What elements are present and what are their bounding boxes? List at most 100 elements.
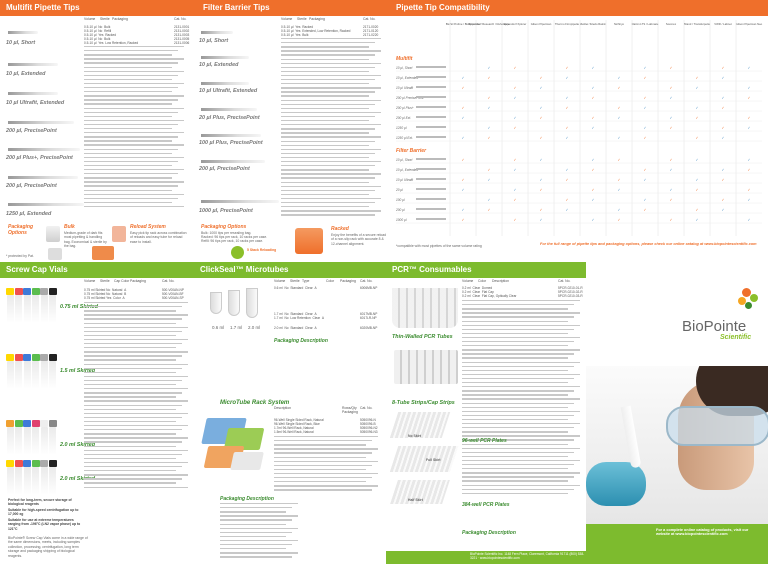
text-line bbox=[84, 461, 188, 464]
col-cat: Cat. No. bbox=[363, 17, 376, 21]
text-line bbox=[462, 418, 568, 421]
cell-sterile: No bbox=[106, 292, 111, 296]
col-cat: Cat. No. bbox=[558, 279, 571, 283]
col-cap-color: Cap Color bbox=[114, 279, 130, 283]
group-label: 200 µl Plus+, PrecisePoint bbox=[6, 155, 73, 161]
filter-barrier-label: Filter Barrier bbox=[396, 148, 427, 154]
brand-panel: BioPointe Scientific For a complete onli… bbox=[586, 262, 768, 564]
rack-image bbox=[201, 412, 266, 474]
text-line bbox=[84, 420, 176, 423]
text-line bbox=[462, 484, 580, 486]
check-icon: ✓ bbox=[643, 198, 646, 202]
pcr-strip-image bbox=[394, 350, 458, 384]
text-line bbox=[281, 120, 369, 122]
check-icon: ✓ bbox=[669, 188, 672, 192]
text-line bbox=[220, 527, 298, 529]
vial-body bbox=[49, 427, 56, 455]
vial-body bbox=[6, 467, 14, 495]
check-icon: ✓ bbox=[487, 168, 490, 172]
vial-cap bbox=[23, 354, 31, 361]
check-icon: ✓ bbox=[669, 218, 672, 222]
text-line bbox=[84, 425, 188, 427]
tip-image bbox=[201, 31, 233, 34]
text-line bbox=[462, 324, 580, 326]
pcr-group-label: Thin-Walled PCR Tubes bbox=[392, 334, 453, 340]
brand-header: VWR / Labnet bbox=[714, 22, 732, 26]
check-icon: ✓ bbox=[617, 106, 620, 110]
check-icon: ✓ bbox=[591, 96, 594, 100]
text-line bbox=[84, 351, 188, 353]
text-line bbox=[281, 111, 381, 114]
text-line bbox=[220, 515, 298, 517]
text-line bbox=[84, 322, 176, 324]
text-line bbox=[84, 66, 172, 68]
group-label: 1000 µl, PrecisePoint bbox=[199, 208, 253, 214]
check-icon: ✓ bbox=[487, 76, 490, 80]
check-icon: ✓ bbox=[565, 198, 568, 202]
table-row: 0.5-10 µl Yes Bulk bbox=[281, 33, 308, 37]
pack-desc-title-2: Packaging Description bbox=[220, 496, 274, 502]
cell-desc: Flat Cap, Optically Clear bbox=[481, 294, 517, 298]
compat-note: *compatible with most pipettes of the sa… bbox=[396, 244, 482, 248]
cell-sterile: Yes bbox=[106, 296, 112, 300]
text-line bbox=[84, 103, 172, 105]
text-line bbox=[281, 202, 375, 204]
text-line bbox=[281, 50, 381, 52]
text-line bbox=[84, 201, 172, 204]
check-icon: ✓ bbox=[461, 158, 464, 162]
text-line bbox=[462, 357, 568, 359]
vial-body bbox=[40, 361, 48, 389]
vial-cap bbox=[23, 420, 31, 427]
cell-volume: 0.75 ml bbox=[84, 296, 95, 300]
text-line bbox=[84, 185, 178, 187]
text-line bbox=[281, 70, 369, 73]
text-line bbox=[462, 349, 580, 351]
logo-dot bbox=[738, 297, 746, 305]
cell-pack: Bulk bbox=[104, 25, 111, 29]
vial-cap bbox=[31, 460, 40, 467]
table-row: 96-Well Single Sided Rack, Natural bbox=[274, 418, 324, 422]
brand-header: Nichiryo bbox=[614, 22, 625, 26]
tip-image bbox=[201, 56, 249, 59]
col-packaging: Packaging bbox=[130, 279, 146, 283]
col-sterile: Sterile bbox=[290, 279, 300, 283]
microtube bbox=[210, 292, 222, 314]
cell-cat: 6017LR-NP bbox=[360, 316, 377, 320]
check-icon: ✓ bbox=[461, 76, 464, 80]
check-icon: ✓ bbox=[721, 208, 724, 212]
stack-badge: 5 Stack Reloading bbox=[247, 248, 277, 252]
text-line bbox=[84, 367, 182, 369]
cell-cat: 2131-0001 bbox=[174, 25, 190, 29]
text-line bbox=[274, 436, 378, 438]
vial-body bbox=[23, 467, 31, 495]
pack-desc-title: Packaging Description bbox=[274, 338, 328, 344]
text-line bbox=[462, 451, 574, 454]
pcr-group-label: 96-well PCR Plates bbox=[462, 438, 507, 444]
tip-image bbox=[8, 121, 74, 124]
text-line bbox=[84, 433, 176, 435]
check-icon: ✓ bbox=[617, 208, 620, 212]
compat-row-label: 20 µl bbox=[395, 188, 403, 192]
tip-image bbox=[201, 160, 265, 163]
check-icon: ✓ bbox=[643, 76, 646, 80]
logo-subtext: Scientific bbox=[720, 334, 752, 341]
vial-cap bbox=[23, 460, 31, 467]
tip-image bbox=[416, 136, 446, 138]
check-icon: ✓ bbox=[747, 126, 750, 130]
cell-color: Clear bbox=[312, 316, 321, 320]
vial-body bbox=[15, 467, 22, 495]
text-line bbox=[84, 359, 176, 361]
text-line bbox=[281, 107, 369, 110]
check-icon: ✓ bbox=[565, 178, 568, 182]
check-icon: ✓ bbox=[721, 96, 724, 100]
text-line bbox=[84, 338, 188, 341]
tip-image bbox=[416, 126, 446, 128]
cell-cat: 2171-0120 bbox=[363, 29, 379, 33]
text-line bbox=[462, 382, 568, 384]
check-icon: ✓ bbox=[461, 208, 464, 212]
cell-volume: 0.5-10 µl bbox=[84, 25, 97, 29]
text-line bbox=[84, 193, 184, 195]
check-icon: ✓ bbox=[565, 76, 568, 80]
vial-body bbox=[40, 467, 48, 495]
group-label: 20 µl Plus, PrecisePoint bbox=[199, 115, 260, 121]
